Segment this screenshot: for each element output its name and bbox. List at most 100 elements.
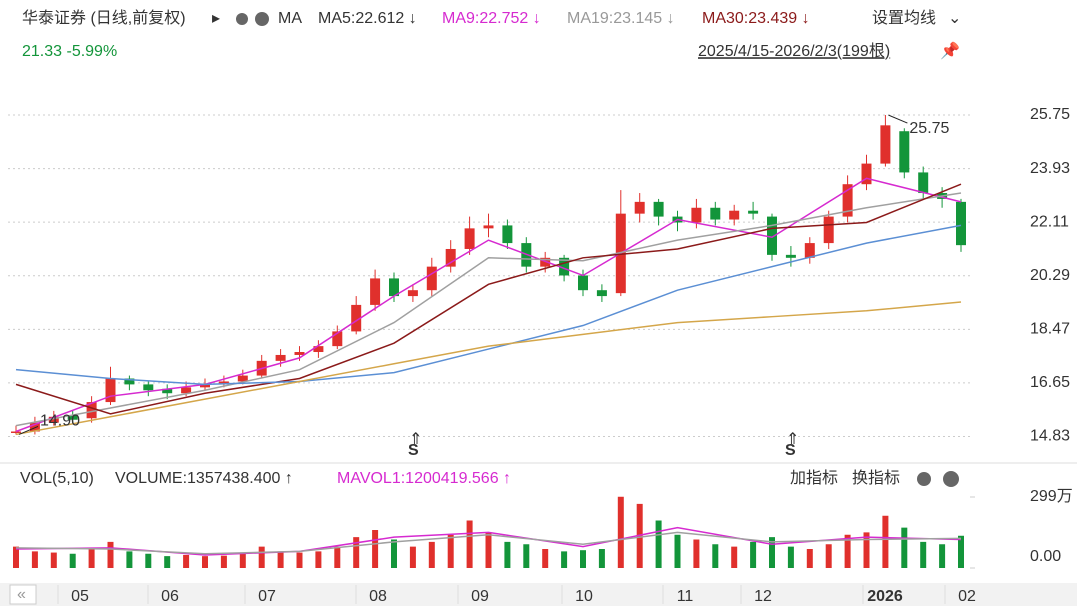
- candle-body: [880, 125, 891, 164]
- volume-bar: [277, 551, 284, 568]
- x-tick-label: 08: [369, 588, 387, 605]
- volume-bar: [220, 555, 227, 568]
- vol-settings-icon[interactable]: [917, 472, 931, 486]
- candle-body: [483, 225, 494, 229]
- volume-bar: [69, 553, 76, 568]
- candle-body: [105, 378, 116, 403]
- scroll-left-icon[interactable]: «: [17, 586, 26, 603]
- y-tick-label: 20.29: [1030, 267, 1070, 284]
- candle-body: [351, 304, 362, 332]
- ma-line: [15, 224, 962, 386]
- scroll-left[interactable]: [9, 584, 37, 605]
- volume-bar: [258, 546, 265, 568]
- volume-bar: [731, 546, 738, 568]
- sell-marker: S: [408, 442, 419, 459]
- candle-body: [237, 375, 248, 382]
- ma-settings[interactable]: 设置均线: [872, 9, 936, 27]
- candle-body: [842, 184, 853, 217]
- volume-bar: [485, 532, 492, 568]
- candle-body: [370, 278, 381, 305]
- volume-bar: [598, 549, 605, 568]
- x-tick-label: 2026: [867, 588, 903, 605]
- candle-body: [86, 402, 97, 419]
- volume-bar: [901, 527, 908, 568]
- vol-value: VOLUME:1357438.400 ↑: [115, 470, 293, 487]
- volume-bar: [674, 534, 681, 568]
- ma-line: [15, 301, 962, 436]
- max-annotation: 25.75: [909, 120, 949, 137]
- ma-line: [15, 531, 962, 555]
- ma-line: [15, 183, 962, 415]
- candle-body: [29, 422, 40, 432]
- volume-bar: [958, 535, 964, 568]
- volume-bar: [580, 550, 586, 568]
- candle-body: [578, 275, 588, 291]
- volume-bar: [769, 537, 775, 568]
- volume-bar: [863, 532, 870, 568]
- volume-bar: [750, 541, 757, 568]
- quote: 21.33 -5.99%: [22, 43, 117, 60]
- vol-close-icon[interactable]: [943, 471, 959, 487]
- candle-body: [464, 228, 475, 249]
- volume-bar: [353, 537, 360, 568]
- candle-body: [294, 352, 305, 355]
- volume-bar: [882, 515, 889, 568]
- ma-label: MA: [278, 10, 302, 27]
- volume-bar: [806, 549, 813, 568]
- x-tick-label: 10: [575, 588, 593, 605]
- candle-body: [67, 415, 78, 420]
- candle-body: [540, 257, 551, 267]
- candle-body: [48, 416, 59, 423]
- x-tick-label: 07: [258, 588, 276, 605]
- volume-bar: [504, 541, 511, 568]
- candle-body: [804, 243, 815, 258]
- volume-bar: [617, 496, 624, 568]
- volume-bar: [13, 546, 19, 568]
- settings-icon[interactable]: [236, 13, 248, 25]
- volume-bar: [523, 544, 530, 568]
- volume-bar: [334, 546, 341, 568]
- switch-indicator[interactable]: 换指标: [852, 469, 900, 487]
- close-icon[interactable]: [255, 12, 269, 26]
- annotation-arrow: [18, 425, 39, 435]
- volume-bar: [164, 556, 171, 568]
- pin-icon[interactable]: 📌: [940, 41, 960, 60]
- candle-body: [596, 290, 607, 297]
- candle-body: [653, 201, 664, 217]
- volume-bar: [145, 553, 152, 568]
- dropdown-icon[interactable]: ⌄: [948, 10, 961, 27]
- x-tick-label: 09: [471, 588, 489, 605]
- candle-body: [426, 266, 437, 291]
- ma30: MA30:23.439 ↓: [702, 10, 810, 27]
- candle-body: [181, 387, 192, 394]
- vol-name: VOL(5,10): [20, 470, 94, 487]
- volume-bar: [939, 544, 946, 568]
- y-tick-label: 16.65: [1030, 374, 1070, 391]
- volume-bar: [466, 520, 473, 568]
- date-range: 2025/4/15-2026/2/3(199根): [698, 42, 890, 60]
- mavol-value: MAVOL1:1200419.566 ↑: [337, 470, 511, 487]
- volume-bar: [315, 551, 322, 568]
- x-tick-label: 05: [71, 588, 89, 605]
- expand-icon[interactable]: ▸: [212, 10, 220, 27]
- time-axis-bar: [0, 583, 1077, 606]
- stock-title: 华泰证券 (日线,前复权): [22, 9, 186, 27]
- volume-bar: [202, 556, 208, 568]
- add-indicator[interactable]: 加指标: [790, 469, 838, 487]
- candle-body: [407, 290, 418, 297]
- volume-bar: [542, 549, 549, 568]
- candle-body: [11, 431, 21, 433]
- candle-body: [275, 354, 286, 361]
- volume-bar: [239, 553, 246, 568]
- volume-bar: [88, 549, 95, 568]
- ma-line: [15, 192, 962, 427]
- candle-body: [767, 216, 777, 255]
- ma9: MA9:22.752 ↓: [442, 10, 541, 27]
- candle-body: [559, 257, 570, 276]
- candle-body: [956, 201, 966, 246]
- y-tick-label: 22.11: [1030, 213, 1069, 230]
- candle-body: [143, 384, 154, 391]
- sell-arrow: ⇑: [786, 431, 799, 448]
- ma-line: [15, 177, 962, 433]
